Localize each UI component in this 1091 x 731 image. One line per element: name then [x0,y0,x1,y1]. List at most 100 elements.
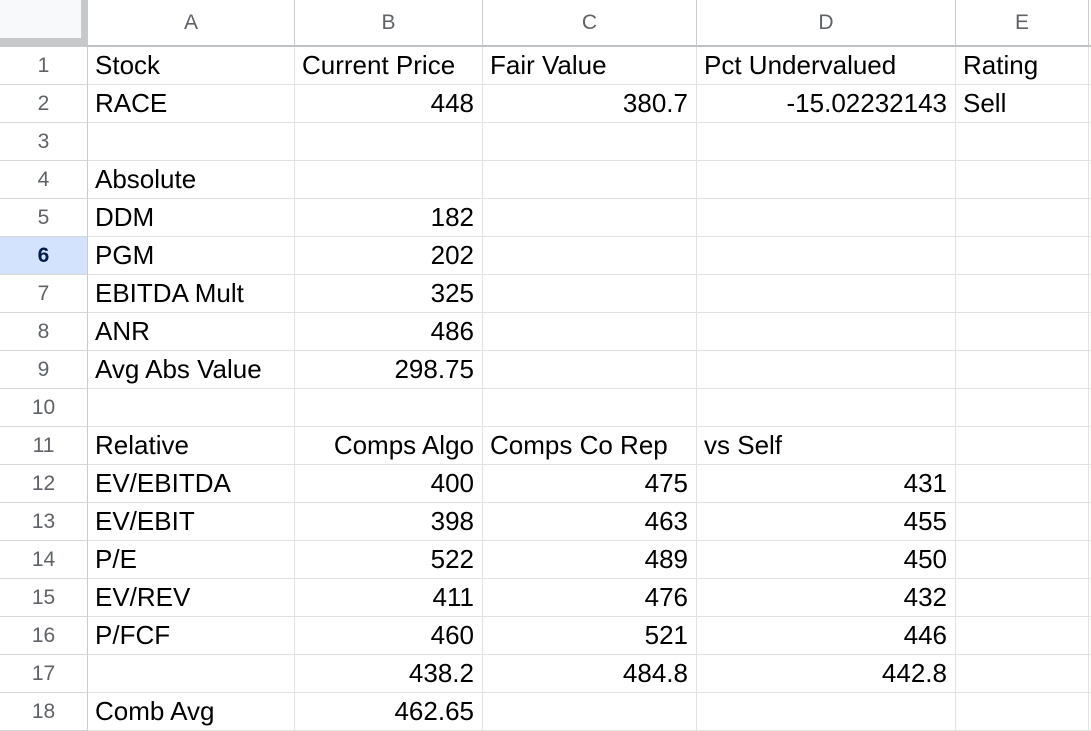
cell-b10[interactable] [295,389,483,427]
cell-b9[interactable]: 298.75 [295,351,483,389]
cell-e17[interactable] [956,655,1089,693]
row-header-12[interactable]: 12 [0,465,88,503]
cell-b8[interactable]: 486 [295,313,483,351]
row-header-8[interactable]: 8 [0,313,88,351]
cell-a10[interactable] [88,389,295,427]
cell-a6[interactable]: PGM [88,237,295,275]
cell-c18[interactable] [483,693,697,731]
cell-d14[interactable]: 450 [697,541,956,579]
cell-a15[interactable]: EV/REV [88,579,295,617]
cell-a8[interactable]: ANR [88,313,295,351]
cell-d8[interactable] [697,313,956,351]
column-header-c[interactable]: C [483,0,697,47]
cell-d4[interactable] [697,161,956,199]
cell-e12[interactable] [956,465,1089,503]
cell-c16[interactable]: 521 [483,617,697,655]
cell-e18[interactable] [956,693,1089,731]
row-header-1[interactable]: 1 [0,47,88,85]
cell-c4[interactable] [483,161,697,199]
cell-a12[interactable]: EV/EBITDA [88,465,295,503]
row-header-7[interactable]: 7 [0,275,88,313]
cell-e9[interactable] [956,351,1089,389]
cell-e13[interactable] [956,503,1089,541]
cell-d18[interactable] [697,693,956,731]
cell-e8[interactable] [956,313,1089,351]
cell-a17[interactable] [88,655,295,693]
cell-b18[interactable]: 462.65 [295,693,483,731]
cell-d16[interactable]: 446 [697,617,956,655]
cell-c3[interactable] [483,123,697,161]
cell-d7[interactable] [697,275,956,313]
cell-e15[interactable] [956,579,1089,617]
cell-c11[interactable]: Comps Co Rep [483,427,697,465]
cell-d17[interactable]: 442.8 [697,655,956,693]
cell-d13[interactable]: 455 [697,503,956,541]
cell-e2[interactable]: Sell [956,85,1089,123]
cell-b12[interactable]: 400 [295,465,483,503]
cell-e6[interactable] [956,237,1089,275]
cell-a1[interactable]: Stock [88,47,295,85]
cell-b11[interactable]: Comps Algo [295,427,483,465]
row-header-18[interactable]: 18 [0,693,88,731]
row-header-5[interactable]: 5 [0,199,88,237]
cell-c5[interactable] [483,199,697,237]
cell-d1[interactable]: Pct Undervalued [697,47,956,85]
cell-b17[interactable]: 438.2 [295,655,483,693]
cell-b14[interactable]: 522 [295,541,483,579]
cell-a2[interactable]: RACE [88,85,295,123]
cell-a11[interactable]: Relative [88,427,295,465]
cell-d6[interactable] [697,237,956,275]
column-header-a[interactable]: A [88,0,295,47]
cell-c15[interactable]: 476 [483,579,697,617]
cell-e11[interactable] [956,427,1089,465]
row-header-13[interactable]: 13 [0,503,88,541]
cell-a18[interactable]: Comb Avg [88,693,295,731]
row-header-16[interactable]: 16 [0,617,88,655]
cell-c14[interactable]: 489 [483,541,697,579]
cell-e14[interactable] [956,541,1089,579]
cell-d10[interactable] [697,389,956,427]
cell-e5[interactable] [956,199,1089,237]
cell-c1[interactable]: Fair Value [483,47,697,85]
column-header-e[interactable]: E [956,0,1089,47]
row-header-17[interactable]: 17 [0,655,88,693]
cell-a5[interactable]: DDM [88,199,295,237]
cell-a16[interactable]: P/FCF [88,617,295,655]
row-header-6-selected[interactable]: 6 [0,237,88,275]
cell-c2[interactable]: 380.7 [483,85,697,123]
cell-d3[interactable] [697,123,956,161]
cell-b7[interactable]: 325 [295,275,483,313]
cell-a3[interactable] [88,123,295,161]
cell-c7[interactable] [483,275,697,313]
cell-e4[interactable] [956,161,1089,199]
cell-b13[interactable]: 398 [295,503,483,541]
cell-a9[interactable]: Avg Abs Value [88,351,295,389]
cell-b6[interactable]: 202 [295,237,483,275]
cell-c12[interactable]: 475 [483,465,697,503]
row-header-4[interactable]: 4 [0,161,88,199]
row-header-9[interactable]: 9 [0,351,88,389]
column-header-d[interactable]: D [697,0,956,47]
column-header-b[interactable]: B [295,0,483,47]
cell-e1[interactable]: Rating [956,47,1089,85]
cell-d12[interactable]: 431 [697,465,956,503]
cell-d5[interactable] [697,199,956,237]
cell-a4[interactable]: Absolute [88,161,295,199]
cell-d15[interactable]: 432 [697,579,956,617]
cell-a14[interactable]: P/E [88,541,295,579]
cell-b15[interactable]: 411 [295,579,483,617]
cell-b2[interactable]: 448 [295,85,483,123]
cell-c6[interactable] [483,237,697,275]
cell-d11[interactable]: vs Self [697,427,956,465]
row-header-10[interactable]: 10 [0,389,88,427]
cell-d2[interactable]: -15.02232143 [697,85,956,123]
cell-c13[interactable]: 463 [483,503,697,541]
cell-a7[interactable]: EBITDA Mult [88,275,295,313]
cell-b3[interactable] [295,123,483,161]
cell-b16[interactable]: 460 [295,617,483,655]
cell-c10[interactable] [483,389,697,427]
row-header-15[interactable]: 15 [0,579,88,617]
cell-b4[interactable] [295,161,483,199]
cell-c17[interactable]: 484.8 [483,655,697,693]
row-header-3[interactable]: 3 [0,123,88,161]
